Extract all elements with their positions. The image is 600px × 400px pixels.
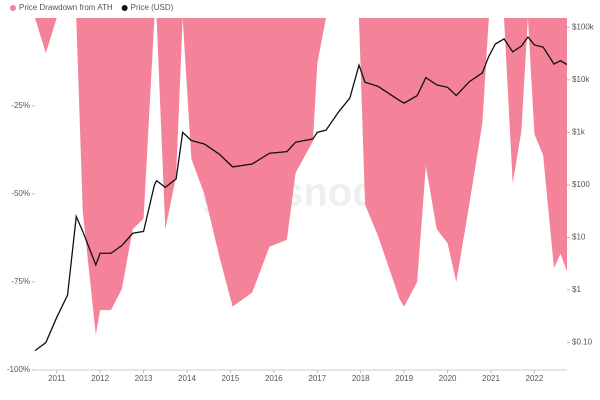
x-tick-label: 2017 — [308, 374, 326, 383]
y2-tick-label: $10k — [572, 75, 590, 84]
y2-tick-label: $1k — [572, 127, 586, 136]
legend-label: Price Drawdown from ATH — [19, 3, 113, 12]
legend-swatch — [10, 5, 16, 11]
x-tick-label: 2022 — [526, 374, 544, 383]
legend-swatch — [121, 5, 128, 11]
legend-label: Price (USD) — [131, 3, 174, 12]
y2-tick-label: $100 — [572, 180, 590, 189]
x-tick-label: 2018 — [352, 374, 370, 383]
drawdown-area — [35, 18, 567, 335]
y-tick-label: -25% — [11, 101, 30, 110]
y2-tick-label: $100k — [572, 22, 595, 31]
x-tick-label: 2014 — [178, 374, 196, 383]
x-tick-label: 2021 — [482, 374, 500, 383]
x-tick-label: 2011 — [48, 374, 66, 383]
x-tick-label: 2013 — [135, 374, 153, 383]
y2-tick-label: $0.10 — [572, 338, 593, 347]
x-tick-label: 2012 — [91, 374, 109, 383]
x-tick-label: 2020 — [439, 374, 457, 383]
plot — [35, 18, 567, 352]
price-line — [35, 36, 567, 352]
y-tick-label: -75% — [11, 277, 30, 286]
x-tick-label: 2019 — [395, 374, 413, 383]
y-tick-label: -100% — [7, 365, 30, 374]
x-tick-label: 2016 — [265, 374, 283, 383]
y2-tick-label: $10 — [572, 233, 586, 242]
x-tick-label: 2015 — [222, 374, 240, 383]
y2-tick-label: $1 — [572, 285, 581, 294]
y-tick-label: -50% — [11, 189, 30, 198]
